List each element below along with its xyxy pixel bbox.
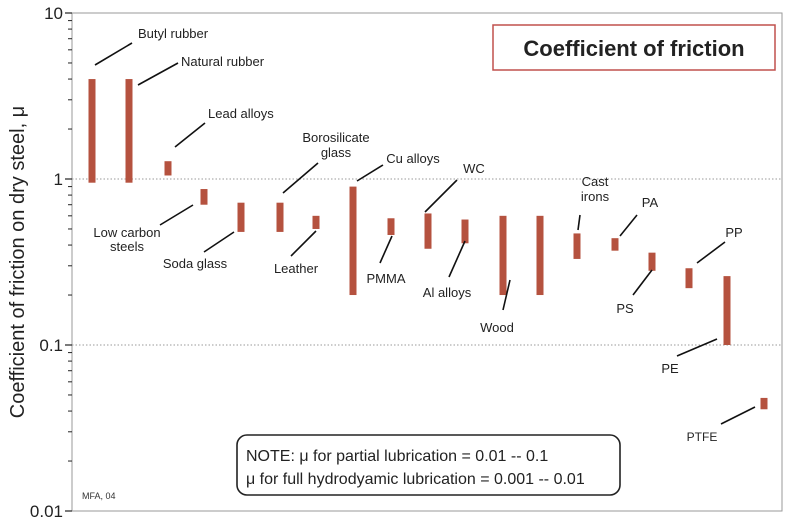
range-bar [312,215,320,229]
leader-line [696,241,726,264]
range-label: PP [725,225,742,240]
range-label: Wood [480,320,514,335]
range-label: steels [110,239,144,254]
y-axis-ticks: 10 1 0.1 0.01 [30,4,72,521]
leader-line [203,231,235,253]
range-label: Butyl rubber [138,26,209,41]
range-labels: Butyl rubber Natural rubber Lead alloys Low… [93,26,742,444]
leader-lines [94,42,756,425]
range-label: PA [642,195,659,210]
y-tick-label: 10 [44,4,63,23]
range-bar [276,202,284,232]
range-bar [536,215,544,296]
range-bar [125,79,133,183]
leader-line [94,42,133,66]
range-bar [349,186,357,296]
range-label: Soda glass [163,256,228,271]
range-label: PTFE [687,430,718,444]
range-bar [611,238,619,251]
leader-line [290,230,317,257]
range-label: Cast [582,174,609,189]
range-bar [461,219,469,244]
leader-line [137,62,179,86]
range-bar [573,233,581,259]
range-bar [760,397,768,410]
range-label: glass [321,145,352,160]
leader-line [174,122,206,148]
range-label: Al alloys [423,285,472,300]
y-tick-label: 0.1 [39,336,63,355]
gridlines [72,178,782,346]
range-bar [723,276,731,345]
range-label: Cu alloys [386,151,440,166]
range-label: Leather [274,261,319,276]
range-label: PS [616,301,634,316]
range-label: Low carbon [93,225,160,240]
range-label: PMMA [367,271,406,286]
leader-line [424,179,458,213]
range-bar [88,79,96,183]
leader-line [619,214,638,237]
note-line-2: μ for full hydrodyamic lubrication = 0.0… [246,471,585,488]
range-bar [200,189,208,205]
range-label: WC [463,161,485,176]
title-box [492,24,776,71]
range-bars [88,79,768,410]
credit-text: MFA, 04 [82,491,116,501]
leader-line [632,269,653,296]
note-box [236,434,621,496]
range-label: irons [581,189,610,204]
leader-line [282,162,319,194]
y-tick-label: 0.01 [30,502,63,521]
range-bar [237,202,245,232]
leader-line [448,240,466,278]
leader-line [159,204,194,226]
range-bar [499,215,507,296]
range-bar [164,161,172,176]
range-label: Lead alloys [208,106,274,121]
leader-line [577,214,581,231]
range-bar [424,213,432,249]
range-bar [685,268,693,289]
chart-title: Coefficient of friction [523,36,744,61]
leader-line [720,406,756,425]
note-line-1: NOTE: μ for partial lubrication = 0.01 -… [246,448,548,465]
plot-frame [71,12,783,512]
range-label: Natural rubber [181,54,265,69]
range-bar [387,218,395,235]
range-bar [648,252,656,271]
leader-line [676,338,718,357]
range-label: PE [661,361,679,376]
range-label: Borosilicate [302,130,369,145]
y-axis-label: Coefficient of friction on dry steel, μ [7,106,29,418]
leader-line [502,279,511,311]
leader-line [356,164,384,182]
y-tick-label: 1 [54,170,63,189]
leader-line [379,235,393,264]
